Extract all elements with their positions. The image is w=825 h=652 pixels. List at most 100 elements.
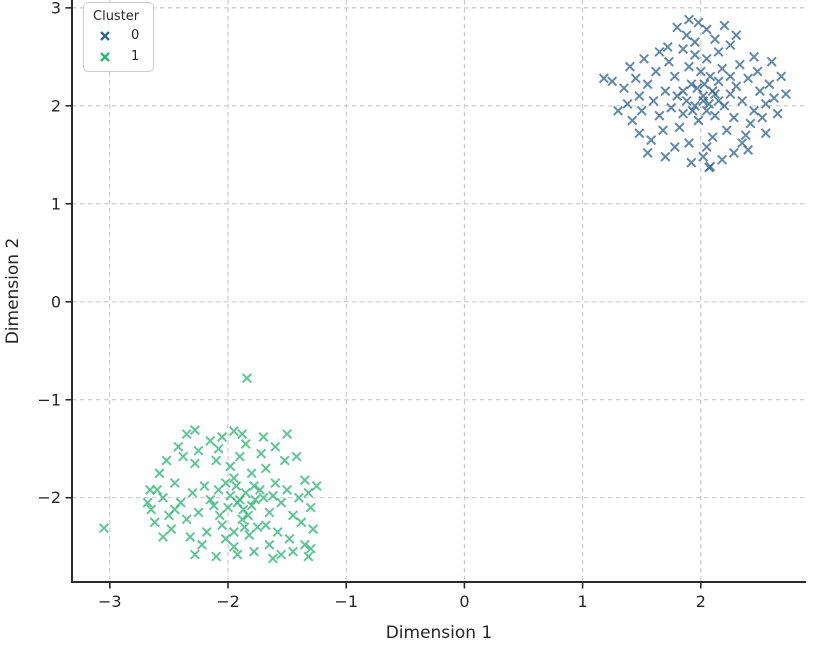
- data-point-cluster-1: [166, 524, 177, 535]
- data-point-cluster-1: [282, 429, 293, 440]
- grid-layer: [72, 0, 806, 582]
- data-point-cluster-0: [678, 108, 689, 119]
- data-point-cluster-1: [260, 520, 271, 531]
- data-point-cluster-0: [699, 79, 710, 90]
- axes-layer: [65, 0, 806, 589]
- data-point-cluster-1: [181, 514, 192, 525]
- data-point-cluster-0: [734, 59, 745, 70]
- data-point-cluster-0: [769, 93, 780, 103]
- y-tick-label: −1: [37, 390, 61, 409]
- data-point-cluster-1: [142, 497, 153, 508]
- data-point-cluster-0: [672, 22, 683, 33]
- data-point-cluster-1: [246, 468, 257, 479]
- data-point-cluster-0: [754, 86, 765, 97]
- data-point-cluster-1: [225, 461, 236, 472]
- data-point-cluster-1: [197, 539, 207, 550]
- x-tick-label: −1: [334, 592, 358, 611]
- data-point-cluster-1: [276, 497, 287, 508]
- data-point-cluster-0: [693, 115, 704, 126]
- data-point-cluster-0: [692, 83, 703, 94]
- y-tick-label: 3: [51, 0, 61, 17]
- data-point-cluster-0: [686, 157, 697, 168]
- x-tick-label: 2: [696, 592, 706, 611]
- data-point-cluster-1: [303, 551, 314, 562]
- data-point-cluster-0: [662, 42, 673, 53]
- data-point-cluster-0: [674, 122, 685, 133]
- data-point-cluster-0: [687, 105, 698, 116]
- data-point-cluster-1: [296, 517, 307, 528]
- data-point-cluster-0: [689, 100, 700, 111]
- data-point-cluster-0: [757, 112, 768, 123]
- data-point-cluster-1: [189, 549, 200, 560]
- data-point-cluster-0: [636, 105, 647, 116]
- x-axis-label: Dimension 1: [386, 623, 493, 643]
- data-point-cluster-1: [239, 522, 250, 533]
- data-point-cluster-0: [681, 30, 692, 41]
- data-point-cluster-0: [749, 105, 759, 116]
- data-point-cluster-1: [311, 481, 322, 491]
- data-point-cluster-0: [725, 71, 736, 82]
- x-tick-label: 1: [578, 592, 588, 611]
- data-point-cluster-0: [678, 86, 689, 97]
- data-point-cluster-0: [695, 66, 706, 77]
- data-point-cluster-1: [237, 429, 248, 440]
- data-point-cluster-0: [760, 98, 771, 109]
- data-point-cluster-1: [264, 539, 275, 550]
- data-point-cluster-0: [745, 118, 756, 129]
- data-point-cluster-1: [288, 510, 298, 521]
- data-point-cluster-1: [189, 425, 200, 436]
- data-point-cluster-1: [173, 441, 184, 452]
- data-point-cluster-1: [288, 546, 298, 557]
- data-point-cluster-1: [223, 502, 233, 513]
- y-axis-label: Dimension 2: [3, 238, 23, 345]
- data-point-cluster-0: [684, 138, 694, 149]
- data-point-cluster-0: [639, 53, 650, 64]
- data-point-cluster-1: [211, 551, 222, 562]
- data-point-cluster-0: [704, 98, 715, 109]
- data-point-cluster-0: [707, 132, 718, 143]
- data-point-cluster-1: [152, 484, 163, 495]
- data-point-cluster-0: [728, 147, 739, 158]
- data-point-cluster-0: [764, 79, 775, 90]
- data-point-cluster-0: [684, 61, 694, 72]
- data-point-cluster-0: [760, 128, 771, 139]
- data-point-cluster-0: [701, 53, 712, 64]
- data-point-cluster-1: [201, 527, 212, 538]
- data-point-cluster-1: [249, 481, 259, 491]
- data-point-cluster-1: [241, 373, 252, 384]
- data-point-cluster-0: [710, 110, 720, 121]
- data-point-cluster-1: [145, 484, 155, 495]
- data-point-cluster-1: [272, 527, 283, 538]
- data-point-cluster-1: [217, 520, 228, 531]
- data-point-cluster-1: [211, 455, 222, 466]
- data-point-cluster-0: [663, 56, 674, 67]
- data-point-cluster-1: [208, 500, 219, 511]
- data-point-cluster-1: [214, 510, 225, 521]
- data-point-cluster-0: [713, 46, 724, 57]
- data-point-cluster-1: [98, 523, 109, 534]
- data-point-cluster-1: [299, 539, 310, 550]
- data-point-cluster-0: [624, 61, 635, 72]
- data-point-cluster-1: [267, 490, 278, 501]
- data-point-cluster-1: [264, 507, 275, 518]
- data-point-cluster-1: [146, 504, 157, 515]
- data-point-cluster-1: [213, 443, 224, 454]
- data-point-cluster-0: [642, 147, 653, 158]
- data-point-cluster-0: [678, 44, 689, 54]
- data-point-cluster-0: [725, 89, 736, 100]
- data-point-cluster-0: [701, 24, 712, 35]
- data-point-cluster-0: [719, 20, 730, 31]
- data-point-cluster-1: [237, 514, 248, 525]
- data-point-cluster-0: [731, 30, 742, 41]
- data-point-cluster-0: [713, 95, 724, 106]
- data-point-cluster-1: [234, 494, 245, 505]
- data-point-cluster-0: [698, 151, 709, 162]
- data-point-cluster-1: [252, 522, 263, 533]
- data-point-cluster-0: [713, 76, 724, 87]
- data-point-cluster-1: [279, 455, 290, 466]
- data-point-cluster-0: [630, 73, 641, 84]
- data-point-cluster-0: [743, 73, 754, 84]
- legend-label-1: 1: [131, 49, 140, 64]
- data-point-cluster-1: [169, 478, 180, 489]
- y-tick-label: 2: [51, 96, 61, 115]
